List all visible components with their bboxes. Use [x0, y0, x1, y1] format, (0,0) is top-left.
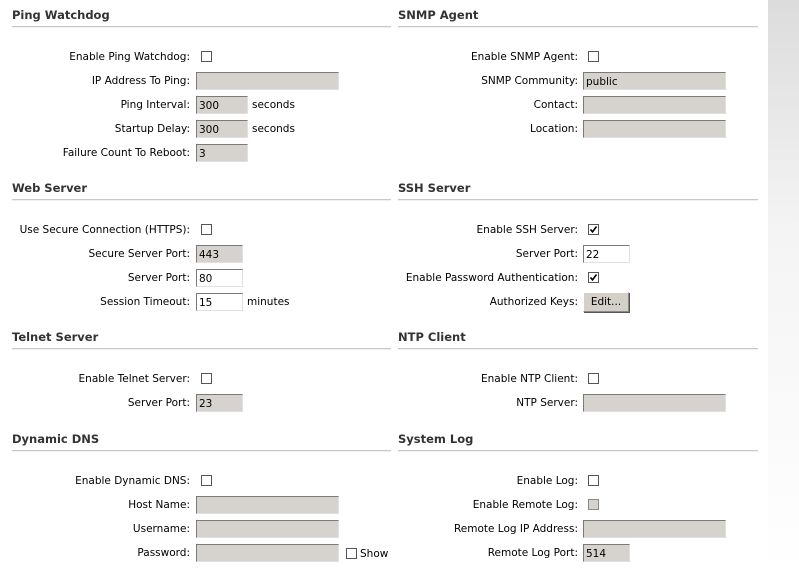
text-input[interactable]: 15	[196, 293, 243, 311]
field-label: Enable Log:	[516, 475, 578, 487]
checkbox[interactable]	[588, 224, 599, 235]
button[interactable]: Edit...	[583, 292, 629, 312]
section-title: SNMP Agent	[398, 8, 479, 22]
text-input[interactable]	[196, 544, 339, 562]
field-label: Use Secure Connection (HTTPS):	[19, 224, 190, 236]
field-label: Enable Ping Watchdog:	[69, 51, 190, 63]
field-label: Username:	[132, 523, 190, 535]
section-rule	[12, 26, 391, 28]
text-input[interactable]: 80	[196, 269, 243, 287]
field-label: Remote Log IP Address:	[453, 523, 578, 535]
text-input[interactable]: 3	[196, 144, 248, 162]
field-label: Enable Password Authentication:	[405, 272, 578, 284]
field-label: Failure Count To Reboot:	[62, 147, 190, 159]
field-label: Remote Log Port:	[487, 547, 578, 559]
checkbox[interactable]	[201, 224, 212, 235]
section-title: System Log	[398, 432, 474, 446]
show-label: Show	[360, 548, 389, 560]
section-rule	[398, 348, 758, 350]
field-label: Session Timeout:	[100, 296, 190, 308]
text-input[interactable]: 300	[196, 96, 248, 114]
text-input[interactable]	[583, 96, 726, 114]
section-title: Telnet Server	[12, 330, 99, 344]
unit-label: seconds	[252, 123, 295, 135]
field-label: Location:	[530, 123, 578, 135]
field-label: Contact:	[533, 99, 578, 111]
field-label: Secure Server Port:	[88, 248, 190, 260]
section-rule	[12, 348, 391, 350]
checkbox[interactable]	[588, 272, 599, 283]
checkbox[interactable]	[588, 373, 599, 384]
field-label: Password:	[137, 547, 190, 559]
field-label: Server Port:	[127, 397, 190, 409]
section-title: NTP Client	[398, 330, 466, 344]
text-input[interactable]: 300	[196, 120, 248, 138]
text-input[interactable]	[583, 520, 726, 538]
text-input[interactable]: 443	[196, 245, 243, 263]
side-strip	[768, 0, 799, 577]
section-rule	[398, 26, 758, 28]
checkbox[interactable]	[588, 499, 599, 510]
text-input[interactable]	[196, 496, 339, 514]
field-label: Enable Dynamic DNS:	[75, 475, 190, 487]
checkbox[interactable]	[201, 373, 212, 384]
field-label: Authorized Keys:	[489, 296, 578, 308]
field-label: Enable Telnet Server:	[78, 373, 190, 385]
text-input[interactable]	[196, 72, 339, 90]
field-label: Ping Interval:	[120, 99, 190, 111]
checkbox[interactable]	[201, 475, 212, 486]
field-label: NTP Server:	[516, 397, 578, 409]
field-label: Startup Delay:	[114, 123, 190, 135]
show-checkbox[interactable]	[346, 548, 357, 559]
section-rule	[12, 199, 391, 201]
text-input[interactable]	[196, 520, 339, 538]
field-label: Host Name:	[128, 499, 190, 511]
text-input[interactable]	[583, 120, 726, 138]
text-input[interactable]	[583, 394, 726, 412]
checkbox[interactable]	[588, 51, 599, 62]
field-label: Server Port:	[515, 248, 578, 260]
text-input[interactable]: 514	[583, 544, 630, 562]
text-input[interactable]: 22	[583, 245, 630, 263]
field-label: Enable SNMP Agent:	[471, 51, 578, 63]
section-title: SSH Server	[398, 181, 471, 195]
section-rule	[398, 450, 758, 452]
section-rule	[398, 199, 758, 201]
field-label: Enable Remote Log:	[472, 499, 578, 511]
section-rule	[12, 450, 391, 452]
checkbox[interactable]	[588, 475, 599, 486]
field-label: IP Address To Ping:	[91, 75, 190, 87]
text-input[interactable]: public	[583, 72, 726, 90]
field-label: Server Port:	[127, 272, 190, 284]
field-label: Enable NTP Client:	[481, 373, 578, 385]
field-label: Enable SSH Server:	[476, 224, 578, 236]
unit-label: seconds	[252, 99, 295, 111]
checkbox[interactable]	[201, 51, 212, 62]
section-title: Dynamic DNS	[12, 432, 100, 446]
section-title: Ping Watchdog	[12, 8, 110, 22]
unit-label: minutes	[247, 296, 290, 308]
text-input[interactable]: 23	[196, 394, 243, 412]
field-label: SNMP Community:	[481, 75, 578, 87]
section-title: Web Server	[12, 181, 88, 195]
